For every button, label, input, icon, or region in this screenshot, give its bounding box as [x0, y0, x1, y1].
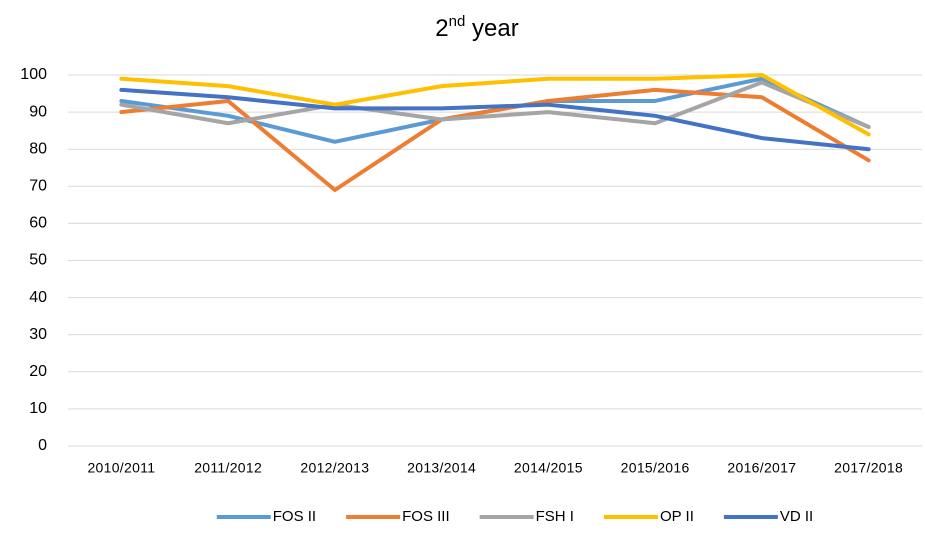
y-tick-label: 70 — [29, 178, 47, 195]
y-tick-label: 40 — [29, 289, 47, 306]
x-tick-label: 2011/2012 — [194, 460, 262, 476]
x-tick-label: 2013/2014 — [407, 460, 476, 476]
y-tick-label: 30 — [29, 326, 47, 343]
y-tick-label: 10 — [29, 400, 47, 417]
x-tick-label: 2016/2017 — [727, 460, 796, 476]
y-tick-label: 80 — [29, 140, 47, 157]
y-tick-label: 20 — [29, 363, 47, 380]
y-tick-label: 100 — [20, 66, 47, 83]
chart-title: 2nd year — [435, 13, 518, 42]
data-line — [119, 87, 871, 152]
x-tick-label: 2010/2011 — [87, 460, 155, 476]
legend-label: OP II — [660, 508, 694, 525]
x-tick-label: 2012/2013 — [300, 460, 369, 476]
legend-label: VD II — [780, 508, 813, 525]
y-tick-label: 50 — [29, 252, 47, 269]
legend-label: FOS II — [273, 508, 316, 525]
y-tick-label: 90 — [29, 103, 47, 120]
x-tick-label: 2015/2016 — [621, 460, 690, 476]
x-tick-label: 2014/2015 — [514, 460, 583, 476]
data-line — [119, 87, 871, 193]
x-tick-label: 2017/2018 — [834, 460, 903, 476]
data-line — [119, 80, 871, 129]
legend-label: FOS III — [402, 508, 450, 525]
y-tick-label: 60 — [29, 215, 47, 232]
data-line — [119, 73, 871, 137]
y-tick-label: 0 — [38, 437, 47, 454]
legend-label: FSH I — [536, 508, 574, 525]
